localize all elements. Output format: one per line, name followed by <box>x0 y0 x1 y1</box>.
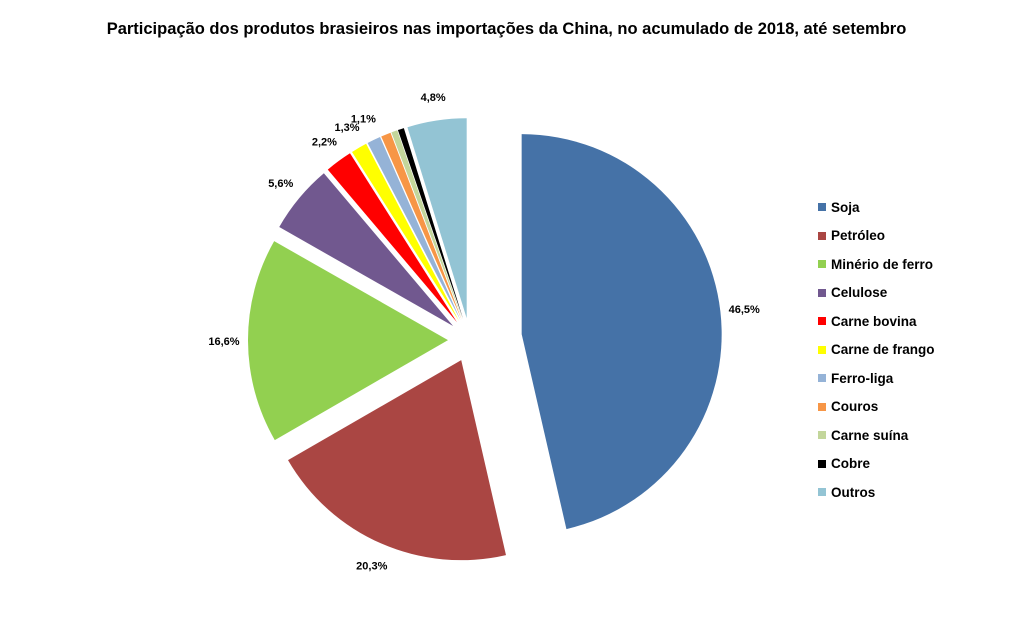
pie-slice-outros <box>407 118 467 319</box>
legend-swatch <box>818 288 826 297</box>
legend-swatch <box>818 317 826 326</box>
pie-slice-celulose <box>279 173 454 326</box>
pie-slice-soja <box>521 134 722 530</box>
legend-label: Minério de ferro <box>831 256 934 272</box>
pie-slice-ferro-liga <box>367 137 461 321</box>
legend-item: Ferro-liga <box>818 364 935 393</box>
legend-label: Celulose <box>831 285 888 301</box>
legend-label: Petróleo <box>831 228 886 244</box>
legend-label: Carne de frango <box>831 342 935 358</box>
legend-label: Ferro-liga <box>831 370 894 386</box>
legend-item: Minério de ferro <box>818 250 935 279</box>
legend-swatch <box>818 402 826 411</box>
legend-label: Outros <box>831 484 876 500</box>
legend-item: Celulose <box>818 279 935 308</box>
legend-swatch <box>818 374 826 383</box>
data-label: 20,3% <box>356 561 387 573</box>
legend-swatch <box>818 345 826 354</box>
legend-swatch <box>818 459 826 468</box>
legend-item: Carne bovina <box>818 307 935 336</box>
legend-item: Cobre <box>818 450 935 479</box>
legend-swatch <box>818 231 826 240</box>
legend-label: Couros <box>831 399 879 415</box>
pie-slice-cobre <box>397 128 464 320</box>
legend-item: Outros <box>818 478 935 507</box>
legend-swatch <box>818 260 826 269</box>
data-label: 4,8% <box>421 92 446 104</box>
legend-item: Carne suína <box>818 421 935 450</box>
legend: Soja Petróleo Minério de ferro Celulose Carn… <box>818 193 935 507</box>
chart-title: Participação dos produtos brasieiros nas… <box>106 20 907 38</box>
legend-swatch <box>818 203 826 212</box>
pie-slice-minério-de-ferro <box>248 241 449 441</box>
legend-item: Couros <box>818 393 935 422</box>
legend-label: Soja <box>831 199 860 215</box>
data-label: 2,2% <box>312 137 337 149</box>
pie-slice-carne-suína <box>391 130 463 320</box>
legend-swatch <box>818 431 826 440</box>
legend-item: Carne de frango <box>818 336 935 365</box>
legend-label: Cobre <box>831 456 871 472</box>
legend-item: Soja <box>818 193 935 222</box>
pie-slice-petróleo <box>288 360 506 561</box>
data-label: 5,6% <box>268 178 293 190</box>
legend-label: Carne suína <box>831 427 909 443</box>
legend-swatch <box>818 488 826 497</box>
data-label: 1,3% <box>334 122 359 134</box>
legend-item: Petróleo <box>818 222 935 251</box>
legend-label: Carne bovina <box>831 313 917 329</box>
data-label: 46,5% <box>729 304 760 316</box>
pie-slice-carne-de-frango <box>352 143 459 321</box>
data-label: 16,6% <box>208 336 239 348</box>
pie-slice-carne-bovina <box>327 153 457 323</box>
pie-slice-couros <box>381 132 462 320</box>
data-label: 1,1% <box>351 113 376 125</box>
